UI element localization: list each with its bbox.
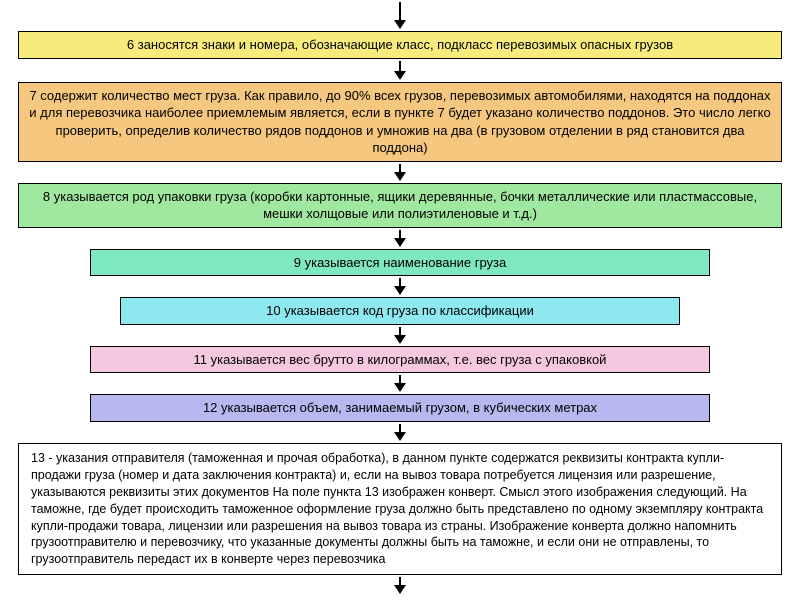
arrow-head-icon <box>394 238 406 247</box>
arrow-12-13 <box>394 424 406 441</box>
box-13: 13 - указания отправителя (таможенная и … <box>18 443 782 575</box>
arrow-line <box>399 577 401 585</box>
box-7: 7 содержит количество мест груза. Как пр… <box>18 82 782 162</box>
arrow-top <box>394 2 406 29</box>
arrow-line <box>399 375 401 383</box>
arrow-line <box>399 164 401 172</box>
box-10: 10 указывается код груза по классификаци… <box>120 297 680 325</box>
arrow-head-icon <box>394 71 406 80</box>
arrow-line <box>399 278 401 286</box>
arrow-9-10 <box>394 278 406 295</box>
arrow-10-11 <box>394 327 406 344</box>
arrow-head-icon <box>394 432 406 441</box>
arrow-head-icon <box>394 335 406 344</box>
arrow-8-9 <box>394 230 406 247</box>
arrow-line <box>399 230 401 238</box>
flowchart-container: 6 заносятся знаки и номера, обозначающие… <box>0 0 800 596</box>
arrow-6-7 <box>394 61 406 80</box>
arrow-head-icon <box>394 383 406 392</box>
arrow-line <box>399 424 401 432</box>
arrow-bottom <box>394 577 406 594</box>
arrow-head-icon <box>394 20 406 29</box>
box-11: 11 указывается вес брутто в килограммах,… <box>90 346 710 374</box>
arrow-7-8 <box>394 164 406 181</box>
box-8: 8 указывается род упаковки груза (коробк… <box>18 183 782 228</box>
arrow-head-icon <box>394 172 406 181</box>
arrow-line <box>399 327 401 335</box>
arrow-line <box>399 61 401 71</box>
box-6: 6 заносятся знаки и номера, обозначающие… <box>18 31 782 59</box>
arrow-head-icon <box>394 585 406 594</box>
box-12: 12 указывается объем, занимаемый грузом,… <box>90 394 710 422</box>
arrow-11-12 <box>394 375 406 392</box>
arrow-head-icon <box>394 286 406 295</box>
arrow-line <box>399 2 401 20</box>
box-9: 9 указывается наименование груза <box>90 249 710 277</box>
